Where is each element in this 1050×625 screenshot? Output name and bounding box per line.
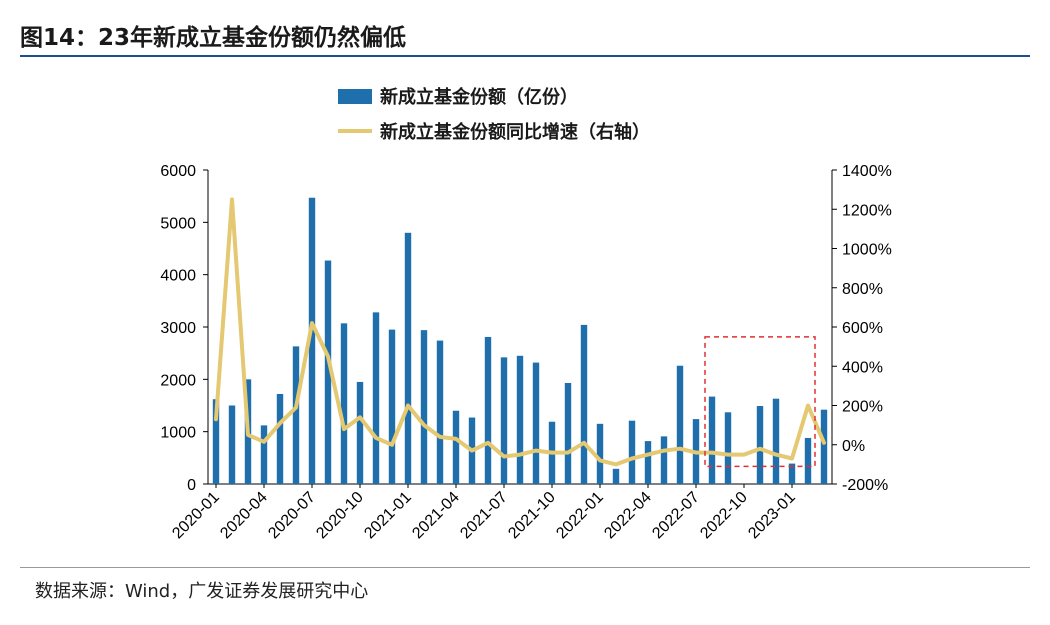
bar [436, 340, 444, 484]
y-tick-label: 6000 [160, 163, 196, 180]
x-tick-label: 2022-07 [649, 489, 703, 543]
bar [596, 423, 604, 484]
bar [484, 336, 492, 484]
legend-label-line: 新成立基金份额同比增速（右轴） [380, 121, 650, 143]
bar [324, 260, 332, 484]
bar [516, 355, 524, 484]
y-tick-label: 4000 [160, 268, 196, 285]
x-tick-label: 2021-10 [505, 489, 559, 543]
x-tick-label: 2020-10 [313, 489, 367, 543]
bar [788, 463, 796, 484]
x-tick-label: 2022-10 [697, 489, 751, 543]
bar [308, 197, 316, 484]
chart: 新成立基金份额（亿份） 新成立基金份额同比增速（右轴） 0 1000 2000 300… [160, 86, 891, 542]
bar [260, 425, 268, 484]
y2-tick-label: 1200% [842, 202, 892, 219]
bar [612, 468, 620, 484]
x-tick-label: 2020-01 [169, 489, 223, 543]
bar [708, 396, 716, 484]
y-tick-label: 1000 [160, 425, 196, 442]
x-tick-label: 2023-01 [745, 489, 799, 543]
bar [724, 412, 732, 484]
y-tick-label: 3000 [160, 320, 196, 337]
bar [500, 357, 508, 484]
bar [564, 382, 572, 484]
bar [212, 399, 220, 484]
axes: 0 1000 2000 3000 4000 5000 6000 -200% 0% 200% 400%… [160, 163, 891, 542]
y2-tick-label: 600% [842, 320, 883, 337]
bar [404, 232, 412, 484]
bar [388, 329, 396, 484]
line-series [214, 197, 826, 467]
x-tick-label: 2021-01 [361, 489, 415, 543]
y2-tick-label: 1400% [842, 163, 892, 180]
bar [676, 365, 684, 484]
x-tick-label: 2020-07 [265, 489, 319, 543]
x-tick-label: 2021-04 [409, 489, 463, 543]
bar [628, 420, 636, 484]
legend-swatch-bar [338, 89, 372, 104]
chart-title: 图14：23年新成立基金份额仍然偏低 [20, 25, 407, 51]
bar [644, 441, 652, 484]
bar [420, 330, 428, 484]
y2-tick-label: 1000% [842, 242, 892, 259]
bar [356, 381, 364, 484]
footer-rule [20, 567, 1030, 568]
bar [292, 346, 300, 484]
title-rule [20, 55, 1030, 57]
y-tick-label: 0 [187, 477, 196, 494]
x-tick-label: 2022-04 [601, 489, 655, 543]
y2-tick-label: -200% [842, 477, 888, 494]
x-tick-label: 2020-04 [217, 489, 271, 543]
source-note: 数据来源：Wind，广发证券发展研究中心 [35, 581, 369, 602]
bar [804, 437, 812, 484]
bar [372, 312, 380, 484]
bar [820, 409, 828, 484]
bar [276, 393, 284, 484]
y2-tick-label: 200% [842, 399, 883, 416]
bar-series [212, 197, 828, 484]
bar [340, 323, 348, 484]
y2-tick-label: 0% [842, 438, 865, 455]
bar [756, 406, 764, 484]
bar [772, 398, 780, 484]
bar [660, 436, 668, 484]
y2-tick-label: 400% [842, 359, 883, 376]
annotation [704, 336, 816, 468]
y2-tick-label: 800% [842, 281, 883, 298]
bar [532, 362, 540, 484]
y-tick-label: 5000 [160, 215, 196, 232]
yoy-growth-line [214, 197, 826, 467]
x-tick-label: 2022-01 [553, 489, 607, 543]
y-tick-label: 2000 [160, 372, 196, 389]
bar [228, 405, 236, 484]
x-tick-label: 2021-07 [457, 489, 511, 543]
legend-label-bar: 新成立基金份额（亿份） [380, 86, 578, 108]
highlight-box [704, 336, 816, 468]
legend: 新成立基金份额（亿份） 新成立基金份额同比增速（右轴） [338, 86, 650, 143]
bar [580, 324, 588, 484]
bar [452, 410, 460, 484]
